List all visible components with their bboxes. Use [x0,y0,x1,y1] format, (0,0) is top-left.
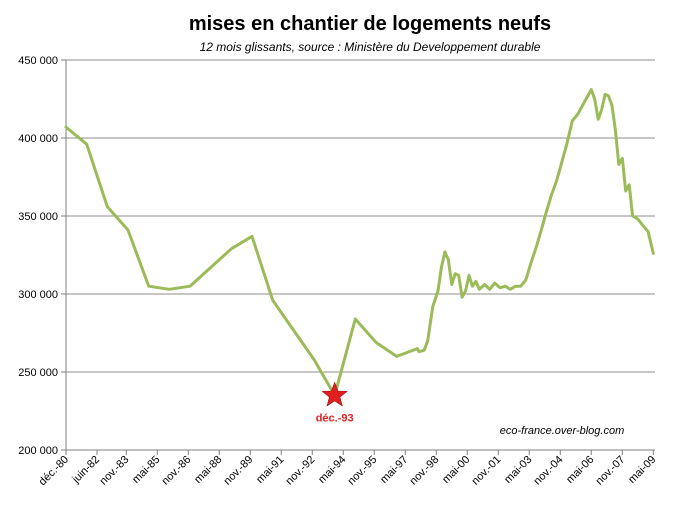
star-marker-icon [321,381,348,407]
marker-label: déc.-93 [316,412,354,424]
marker-layer: déc.-93 [316,381,354,424]
gridlines [65,59,655,451]
x-tick-label-14: nov.-01 [470,454,504,488]
series-line-0 [64,88,655,397]
x-tick-label-5: mai-88 [192,454,224,486]
chart-subtitle: 12 mois glissants, source : Ministère du… [200,40,541,54]
x-tick-label-4: nov.-86 [160,454,194,488]
x-tick-label-3: mai-85 [130,454,162,486]
x-tick-label-13: mai-00 [440,454,472,486]
x-tick-label-11: mai-97 [378,454,410,486]
x-tick-label-0: déc.-80 [37,454,71,488]
source-annotation: eco-france.over-blog.com [500,425,625,437]
x-tick-label-12: nov.-98 [408,454,442,488]
x-tick-label-7: mai-91 [254,454,286,486]
y-axis-ticks: 200 000 250 000 300 000 350 000 400 000 450 0… [18,55,66,457]
x-tick-label-6: nov.-89 [222,454,256,488]
y-tick-label-3: 350 000 [18,211,58,223]
y-tick-label-4: 400 000 [18,133,58,145]
x-tick-label-1: juin-82 [70,454,103,487]
x-tick-label-8: nov.-92 [284,454,318,488]
x-tick-label-15: mai-03 [502,454,534,486]
x-tick-label-2: nov.-83 [98,454,132,488]
chart-title: mises en chantier de logements neufs [189,13,551,35]
x-tick-label-18: nov.-07 [594,454,628,488]
x-tick-label-19: mai-09 [626,454,658,486]
y-tick-label-1: 250 000 [18,367,58,379]
x-tick-label-9: mai-94 [316,454,348,486]
x-axis-ticks: déc.-80 juin-82nov.-83mai-85nov.-86mai-88… [37,450,658,488]
y-tick-label-5: 450 000 [18,55,58,67]
x-tick-label-17: mai-06 [564,454,596,486]
x-tick-label-10: nov.-95 [346,454,380,488]
y-tick-label-0: 200 000 [18,445,58,457]
y-tick-label-2: 300 000 [18,289,58,301]
x-tick-label-16: nov.-04 [532,454,566,488]
series-layer [64,88,655,397]
